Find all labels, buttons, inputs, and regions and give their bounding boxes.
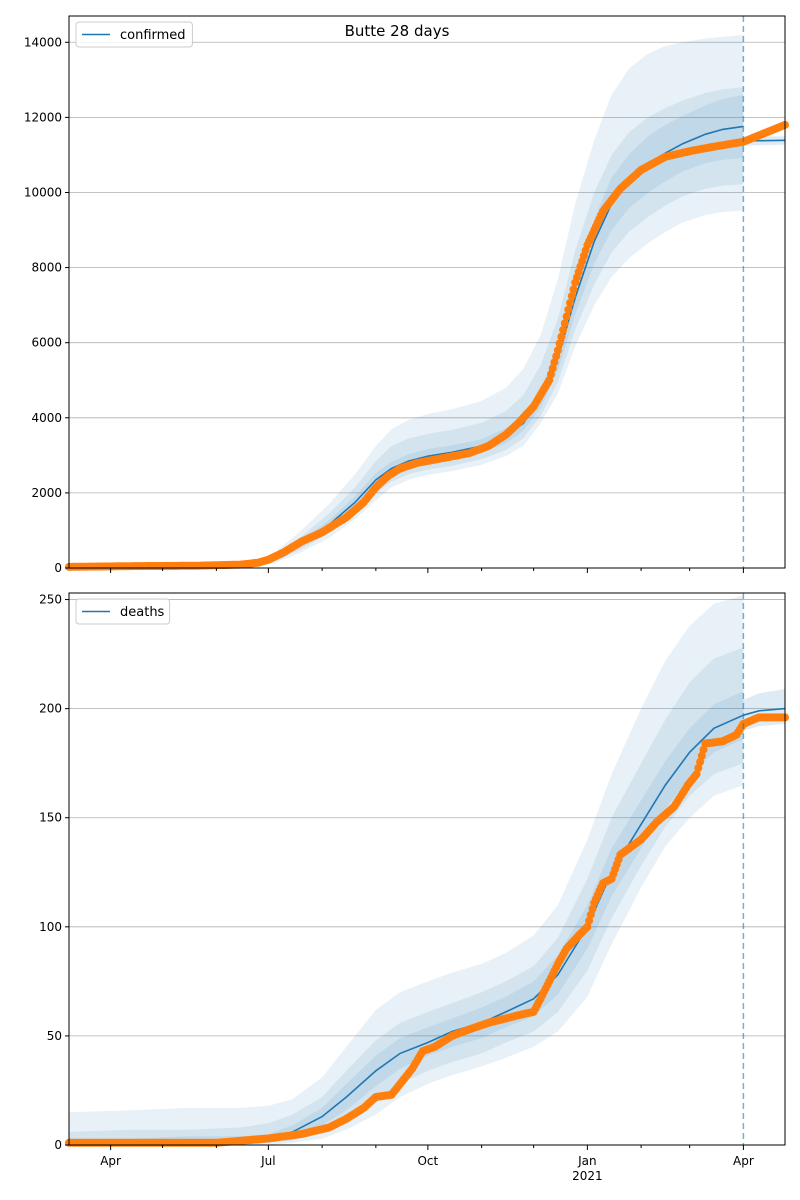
observed-point: [562, 312, 571, 321]
chart-title: Butte 28 days: [345, 22, 450, 40]
legend: deaths: [75, 598, 171, 625]
y-tick-label: 10000: [24, 185, 62, 199]
observed-point: [566, 298, 574, 307]
y-tick-label: 150: [39, 811, 62, 825]
y-tick-label: 0: [54, 1138, 62, 1152]
y-tick-label: 4000: [31, 411, 62, 425]
y-tick-label: 8000: [31, 261, 62, 275]
observed-point: [555, 339, 564, 348]
y-tick-label: 12000: [24, 110, 62, 124]
observed-point: [552, 352, 561, 361]
uncertainty-band-2: [69, 87, 744, 568]
legend-box: [75, 598, 171, 625]
x-tick-label: Apr: [100, 1154, 121, 1168]
y-tick-label: 250: [39, 593, 62, 607]
y-tick-label: 50: [47, 1029, 62, 1043]
observed-point: [550, 358, 559, 367]
observed-point: [585, 916, 594, 925]
uncertainty-band-2: [69, 647, 744, 1145]
y-tick-label: 2000: [31, 486, 62, 500]
axes-frame: [68, 592, 786, 1146]
uncertainty-band-3: [69, 94, 744, 568]
observed-point: [560, 319, 569, 328]
observed-point: [553, 346, 562, 355]
observed-point: [586, 910, 595, 919]
observed-point: [692, 770, 701, 779]
observed-point: [564, 305, 573, 314]
legend-label: confirmed: [120, 28, 186, 43]
observed-point: [697, 751, 706, 760]
observed-point: [694, 764, 703, 772]
observed-point: [548, 364, 557, 373]
legend: confirmed: [75, 21, 193, 48]
y-tick-label: 6000: [31, 336, 62, 350]
uncertainty-band-3: [69, 691, 744, 1145]
y-tick-label: 0: [54, 561, 62, 575]
observed-point: [557, 332, 566, 341]
observed-point: [547, 370, 555, 379]
observed-point: [569, 285, 578, 294]
observed-point: [545, 376, 554, 385]
observed-point: [559, 325, 568, 334]
x-tick-label: Jul: [260, 1154, 275, 1168]
x-tick-sublabel: 2021: [572, 1169, 603, 1183]
observed-point: [583, 922, 592, 931]
y-tick-label: 14000: [24, 35, 62, 49]
y-tick-label: 100: [39, 920, 62, 934]
y-tick-label: 200: [39, 702, 62, 716]
legend-box: [75, 21, 193, 48]
x-tick-label: Oct: [417, 1154, 438, 1168]
axes-frame: [68, 15, 786, 569]
legend-label: deaths: [120, 605, 165, 620]
observed-point: [567, 292, 576, 301]
uncertainty-band-1: [69, 595, 744, 1145]
confirmed-panel: 0 2000 4000 6000 8000 10000 12000 14000 confirme…: [24, 15, 789, 575]
observed-point: [588, 904, 597, 913]
observed-point: [699, 745, 708, 754]
x-tick-label: Jan: [577, 1154, 597, 1168]
x-tick-label: Apr: [733, 1154, 754, 1168]
forecast-model-line: [743, 707, 786, 716]
observed-point: [696, 757, 705, 766]
